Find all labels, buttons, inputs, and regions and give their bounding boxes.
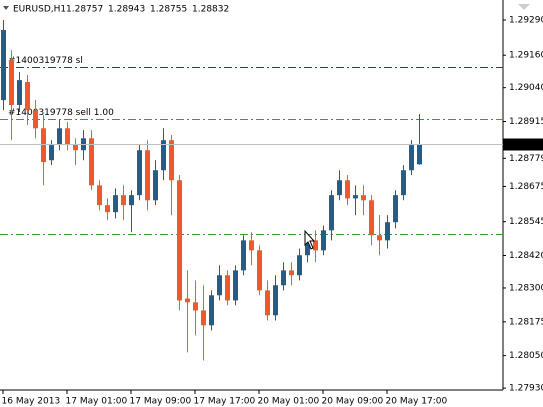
price-label-box: [503, 138, 543, 151]
candle-body: [401, 170, 406, 196]
header-close: 1.28832: [192, 5, 229, 15]
candle-body: [201, 310, 206, 326]
x-tick-label: 17 May 17:00: [194, 397, 256, 407]
candle-body: [281, 270, 286, 286]
y-tick-label: 1.28175: [509, 317, 543, 327]
order-label: #1400319778 sell 1.00: [8, 108, 114, 118]
candle-body: [225, 275, 230, 301]
candle-body: [345, 180, 350, 199]
candle-body: [417, 143, 422, 165]
candle-body: [161, 140, 166, 171]
candle-body: [41, 128, 46, 163]
candle-body: [113, 195, 118, 213]
y-tick-label: 1.28050: [509, 351, 543, 361]
candle-body: [241, 240, 246, 271]
candle-body: [121, 195, 126, 206]
candle-body: [257, 250, 262, 291]
window-control[interactable]: [518, 4, 530, 10]
candle-body: [217, 275, 222, 296]
candle-body: [57, 128, 62, 146]
candle-body: [249, 240, 254, 251]
y-tick-label: 1.28300: [509, 283, 543, 293]
candle-body: [33, 110, 38, 129]
chart-title: EURUSD,H1: [13, 5, 66, 15]
x-tick-label: 20 May 01:00: [258, 397, 320, 407]
candle-body: [9, 60, 14, 106]
candle-body: [89, 138, 94, 186]
candle-body: [265, 290, 270, 316]
x-tick-label: 20 May 09:00: [322, 397, 384, 407]
candle-body: [273, 285, 278, 316]
candle-body: [233, 270, 238, 301]
mouse-cursor: [304, 229, 316, 250]
symbol-icon: [3, 6, 9, 10]
y-tick-label: 1.29290: [509, 16, 543, 26]
candle-body: [337, 180, 342, 196]
header-low: 1.28755: [150, 5, 187, 15]
candle-body: [177, 180, 182, 301]
candle-body: [361, 195, 366, 201]
candle-body: [209, 295, 214, 326]
y-tick-label: 1.28545: [509, 217, 543, 227]
candle-body: [49, 145, 54, 161]
x-tick-label: 16 May 2013: [2, 397, 61, 407]
candle-body: [169, 140, 174, 181]
candle-body: [17, 80, 22, 106]
x-tick-label: 20 May 17:00: [386, 397, 448, 407]
candle-body: [137, 150, 142, 196]
candle-body: [145, 150, 150, 201]
header-open: 1.28757: [66, 5, 103, 15]
order-label: #1400319778 sl: [8, 56, 83, 66]
y-tick-label: 1.28420: [509, 251, 543, 261]
candle-body: [377, 235, 382, 241]
candle-body: [105, 205, 110, 213]
header-high: 1.28943: [108, 5, 145, 15]
candle-body: [409, 145, 414, 171]
candle-body: [305, 240, 310, 256]
candle-body: [393, 195, 398, 223]
candle-body: [153, 170, 158, 201]
candle-body: [1, 30, 6, 101]
candle-body: [289, 270, 294, 276]
candle-body: [329, 195, 334, 231]
y-tick-label: 1.29160: [509, 51, 543, 61]
candle-body: [185, 298, 190, 303]
candle-body: [369, 200, 374, 236]
y-tick-label: 1.28779: [509, 154, 543, 164]
candle-body: [25, 82, 30, 111]
y-tick-label: 1.28915: [509, 117, 543, 127]
price-label: 1.28832: [509, 140, 543, 150]
candle-body: [73, 145, 78, 151]
x-tick-label: 17 May 09:00: [130, 397, 192, 407]
x-tick-label: 17 May 01:00: [66, 397, 128, 407]
candle-body: [313, 240, 318, 251]
candle-body: [193, 302, 198, 311]
y-tick-label: 1.27930: [509, 384, 543, 394]
candle-body: [65, 128, 70, 146]
candle-body: [97, 185, 102, 206]
candle-body: [321, 230, 326, 251]
y-tick-label: 1.29040: [509, 83, 543, 93]
y-tick-label: 1.28675: [509, 182, 543, 192]
candle-body: [353, 195, 358, 199]
plot-area: #1400319778 sl #1400319778 sell 1.00: [0, 20, 503, 361]
candle-body: [385, 222, 390, 241]
candle-body: [297, 255, 302, 276]
candle-body: [129, 195, 134, 206]
